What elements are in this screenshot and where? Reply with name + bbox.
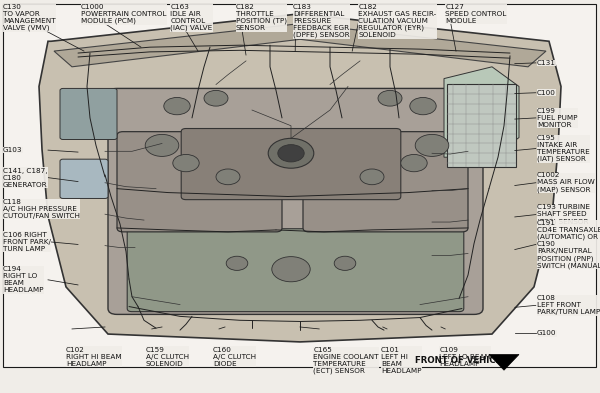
- Text: C163
IDLE AIR
CONTROL
(IAC) VALVE: C163 IDLE AIR CONTROL (IAC) VALVE: [170, 4, 212, 31]
- Circle shape: [401, 154, 427, 172]
- Circle shape: [173, 154, 199, 172]
- FancyBboxPatch shape: [127, 229, 464, 312]
- Text: C182
EXHAUST GAS RECIR-
CULATION VACUUM
REGULATOR (EYR)
SOLENOID: C182 EXHAUST GAS RECIR- CULATION VACUUM …: [358, 4, 436, 39]
- Text: C194
RIGHT LO
BEAM
HEADLAMP: C194 RIGHT LO BEAM HEADLAMP: [3, 266, 44, 293]
- Circle shape: [415, 134, 449, 156]
- Circle shape: [216, 169, 240, 185]
- Polygon shape: [444, 67, 519, 157]
- Circle shape: [145, 134, 179, 156]
- Circle shape: [410, 97, 436, 115]
- Circle shape: [334, 256, 356, 270]
- Text: C182
THROTTLE
POSITION (TP)
SENSOR: C182 THROTTLE POSITION (TP) SENSOR: [236, 4, 287, 31]
- Circle shape: [226, 256, 248, 270]
- Circle shape: [268, 138, 314, 168]
- Text: C127
SPEED CONTROL
MODULE: C127 SPEED CONTROL MODULE: [445, 4, 506, 24]
- FancyBboxPatch shape: [117, 132, 282, 232]
- FancyBboxPatch shape: [60, 88, 117, 140]
- Text: G100: G100: [537, 330, 557, 336]
- Text: C141, C187,
C180
GENERATOR: C141, C187, C180 GENERATOR: [3, 168, 47, 187]
- Text: C109
LEFT LO BEAM
HEADLAMP: C109 LEFT LO BEAM HEADLAMP: [439, 347, 491, 367]
- FancyBboxPatch shape: [60, 159, 108, 198]
- Circle shape: [204, 90, 228, 106]
- Text: FRONT OF VEHICLE: FRONT OF VEHICLE: [415, 356, 507, 365]
- Text: C1000
POWERTRAIN CONTROL
MODULE (PCM): C1000 POWERTRAIN CONTROL MODULE (PCM): [81, 4, 166, 24]
- Text: C195
INTAKE AIR
TEMPERATURE
(IAT) SENSOR: C195 INTAKE AIR TEMPERATURE (IAT) SENSOR: [537, 135, 590, 162]
- FancyBboxPatch shape: [303, 132, 468, 232]
- Text: C160
A/C CLUTCH
DIODE: C160 A/C CLUTCH DIODE: [213, 347, 256, 367]
- Text: C159
A/C CLUTCH
SOLENOID: C159 A/C CLUTCH SOLENOID: [146, 347, 189, 367]
- FancyBboxPatch shape: [181, 129, 401, 200]
- Polygon shape: [39, 14, 561, 342]
- FancyBboxPatch shape: [108, 88, 483, 314]
- Polygon shape: [54, 24, 546, 67]
- Text: C100: C100: [537, 90, 556, 96]
- FancyBboxPatch shape: [3, 4, 596, 367]
- Text: C102
RIGHT HI BEAM
HEADLAMP: C102 RIGHT HI BEAM HEADLAMP: [66, 347, 122, 367]
- Text: C191
CD4E TRANSAXLE
(AUTOMATIC) OR
C190
PARK/NEUTRAL
POSITION (PNP)
SWITCH (MANU: C191 CD4E TRANSAXLE (AUTOMATIC) OR C190 …: [537, 220, 600, 269]
- Text: C1002
MASS AIR FLOW
(MAP) SENSOR: C1002 MASS AIR FLOW (MAP) SENSOR: [537, 173, 595, 193]
- Text: C118
A/C HIGH PRESSURE
CUTOUT/FAN SWITCH: C118 A/C HIGH PRESSURE CUTOUT/FAN SWITCH: [3, 199, 80, 219]
- Text: G103: G103: [3, 147, 23, 153]
- Text: C131: C131: [537, 60, 556, 66]
- Polygon shape: [489, 354, 519, 370]
- Text: C165
ENGINE COOLANT
TEMPERATURE
(ECT) SENSOR: C165 ENGINE COOLANT TEMPERATURE (ECT) SE…: [313, 347, 379, 374]
- Text: C130
TO VAPOR
MANAGEMENT
VALVE (VMV): C130 TO VAPOR MANAGEMENT VALVE (VMV): [3, 4, 56, 31]
- Circle shape: [164, 97, 190, 115]
- Circle shape: [272, 257, 310, 282]
- Text: C106 RIGHT
FRONT PARK/
TURN LAMP: C106 RIGHT FRONT PARK/ TURN LAMP: [3, 232, 51, 252]
- Text: C101
LEFT HI
BEAM
HEADLAMP: C101 LEFT HI BEAM HEADLAMP: [381, 347, 421, 374]
- FancyBboxPatch shape: [447, 84, 516, 167]
- Text: C108
LEFT FRONT
PARK/TURN LAMP: C108 LEFT FRONT PARK/TURN LAMP: [537, 296, 600, 315]
- Text: C199
FUEL PUMP
MONITOR: C199 FUEL PUMP MONITOR: [537, 108, 577, 128]
- Circle shape: [360, 169, 384, 185]
- Circle shape: [378, 90, 402, 106]
- Text: C183
DIFFERENTIAL
PRESSURE
FEEDBACK EGR
(DPFE) SENSOR: C183 DIFFERENTIAL PRESSURE FEEDBACK EGR …: [293, 4, 349, 39]
- Text: C193 TURBINE
SHAFT SPEED
(TSS) SENSOR: C193 TURBINE SHAFT SPEED (TSS) SENSOR: [537, 204, 590, 225]
- Circle shape: [278, 145, 304, 162]
